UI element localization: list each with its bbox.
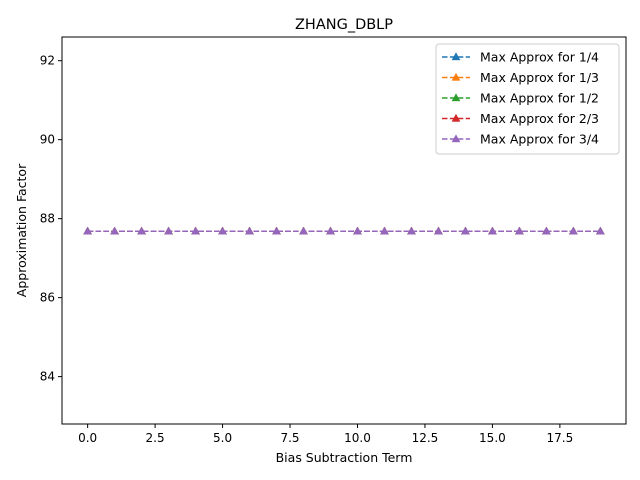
legend-marker: [451, 72, 461, 81]
data-point: [407, 226, 416, 235]
legend-marker: [451, 52, 461, 61]
legend-marker: [451, 113, 461, 122]
y-tick-label: 84: [40, 370, 55, 384]
x-tick-label: 0.0: [78, 431, 97, 445]
data-point: [434, 226, 443, 235]
x-axis-label: Bias Subtraction Term: [276, 450, 413, 465]
data-point: [488, 226, 497, 235]
data-point: [326, 226, 335, 235]
x-tick-label: 17.5: [547, 431, 574, 445]
y-tick-label: 86: [40, 291, 55, 305]
legend-item: Max Approx for 1/4: [442, 50, 599, 65]
y-axis-ticks: 84 86 88 90 92: [40, 54, 62, 384]
legend-box: [435, 43, 620, 155]
chart-title: ZHANG_DBLP: [295, 17, 393, 33]
data-point: [461, 226, 470, 235]
x-axis-ticks: 0.0 2.5 5.0 7.5 10.0 12.5 15.0 17.5: [78, 424, 573, 445]
data-point: [568, 226, 578, 235]
data-point: [83, 226, 93, 235]
legend-label: Max Approx for 3/4: [480, 132, 599, 147]
plot-frame: [61, 36, 627, 425]
data-point: [110, 226, 120, 235]
legend: Max Approx for 1/4 Max Approx for 1/3 Max …: [435, 43, 620, 155]
data-point: [541, 226, 551, 235]
x-tick-label: 2.5: [146, 431, 165, 445]
y-tick-label: 88: [40, 212, 55, 226]
legend-marker: [451, 134, 461, 143]
y-tick-label: 90: [40, 133, 55, 147]
x-tick-label: 7.5: [280, 431, 299, 445]
legend-marker: [451, 93, 461, 102]
series-5: [83, 226, 605, 235]
x-tick-label: 10.0: [344, 431, 371, 445]
legend-item: Max Approx for 3/4: [442, 132, 599, 147]
legend-label: Max Approx for 1/4: [480, 50, 599, 65]
legend-label: Max Approx for 2/3: [480, 111, 599, 126]
data-point: [245, 226, 254, 235]
data-point: [272, 226, 281, 235]
data-point: [353, 226, 362, 235]
data-point: [137, 226, 147, 235]
legend-item: Max Approx for 1/3: [442, 70, 599, 85]
x-tick-label: 12.5: [412, 431, 439, 445]
x-tick-label: 15.0: [479, 431, 506, 445]
y-axis-label: Approximation Factor: [14, 163, 29, 297]
legend-label: Max Approx for 1/2: [480, 91, 599, 106]
data-point: [514, 226, 524, 235]
data-point: [164, 226, 174, 235]
legend-item: Max Approx for 1/2: [442, 91, 599, 106]
y-tick-label: 92: [40, 54, 55, 68]
data-point: [595, 226, 605, 235]
data-point: [191, 226, 200, 235]
legend-label: Max Approx for 1/3: [480, 70, 599, 85]
data-point: [218, 226, 227, 235]
data-point: [299, 226, 308, 235]
data-point: [380, 226, 389, 235]
x-tick-label: 5.0: [213, 431, 232, 445]
series-layer: [83, 226, 605, 235]
legend-item: Max Approx for 2/3: [442, 111, 599, 126]
